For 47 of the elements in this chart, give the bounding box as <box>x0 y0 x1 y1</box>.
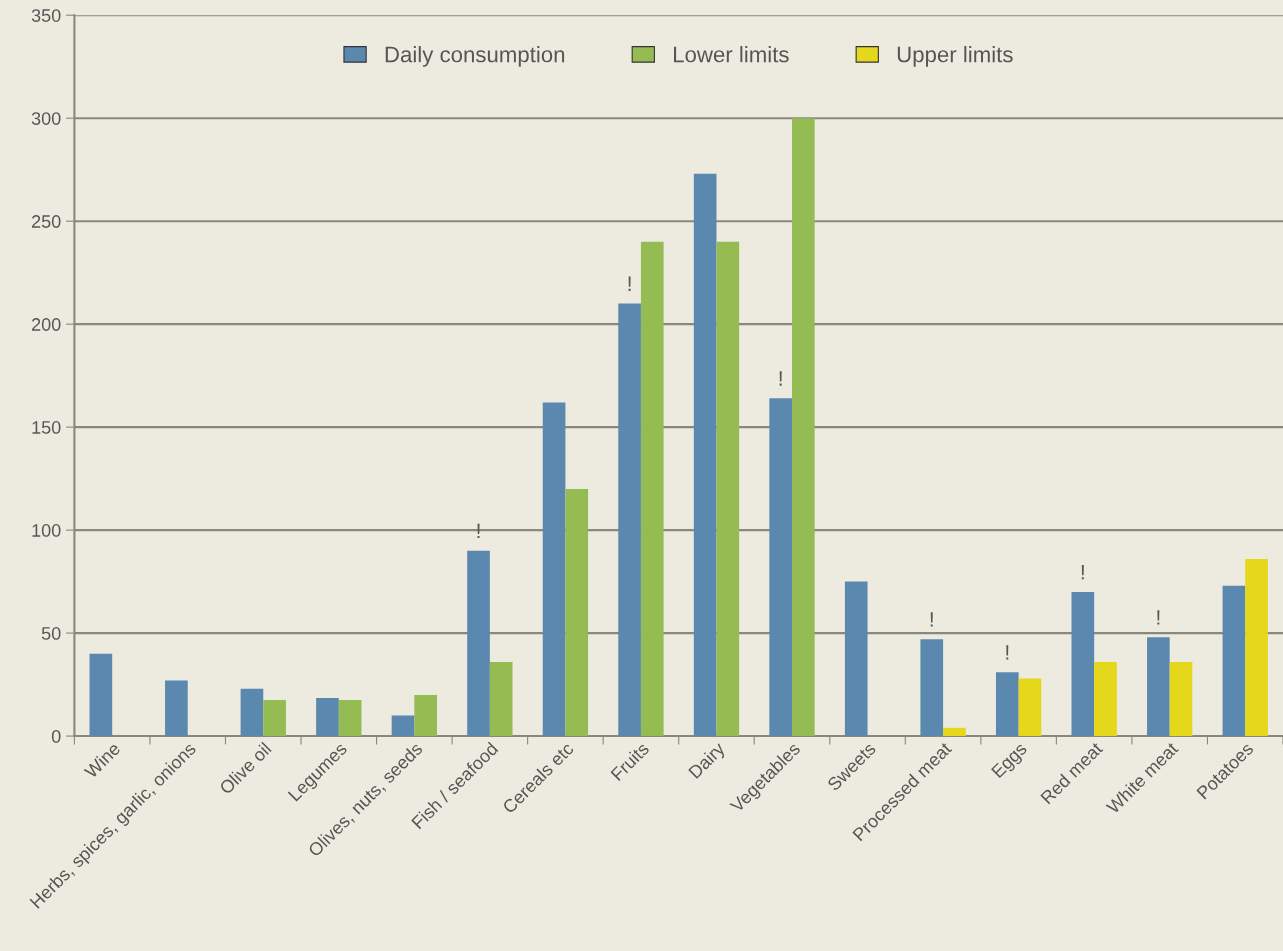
bar <box>542 402 566 737</box>
bar <box>1071 591 1095 737</box>
bar <box>89 653 113 737</box>
bar <box>467 550 490 737</box>
bar <box>263 700 286 737</box>
annotation: ! <box>779 371 782 386</box>
bar <box>1245 558 1268 737</box>
bar <box>693 173 717 737</box>
legend-label: Upper limits <box>897 46 1013 67</box>
bar <box>716 241 740 737</box>
bar <box>995 672 1019 737</box>
bar <box>844 581 868 737</box>
bar <box>1147 637 1170 737</box>
y-tick-label: 200 <box>32 318 61 331</box>
bar <box>489 661 513 737</box>
bar <box>618 303 641 737</box>
bar <box>338 700 362 737</box>
bar <box>792 118 815 737</box>
annotation: ! <box>1006 645 1009 660</box>
bar <box>920 639 944 737</box>
bar <box>565 488 589 737</box>
bar <box>943 727 966 737</box>
annotation: ! <box>930 612 933 627</box>
annotation: ! <box>477 523 480 539</box>
bar <box>240 688 264 737</box>
bar <box>1222 585 1246 737</box>
y-tick-label: 300 <box>31 112 61 125</box>
bar <box>1169 661 1193 737</box>
legend-label: Lower limits <box>674 46 789 63</box>
bar <box>1094 661 1117 737</box>
annotation: ! <box>1081 564 1084 580</box>
bar <box>640 241 664 737</box>
bar <box>391 715 415 737</box>
annotation: ! <box>628 276 631 291</box>
bar <box>1018 678 1042 737</box>
y-tick-label: 0 <box>51 730 61 743</box>
annotation: ! <box>1157 610 1160 625</box>
bar <box>414 694 437 737</box>
bar <box>165 680 188 737</box>
y-tick-label: 350 <box>31 9 61 22</box>
y-tick-label: 150 <box>32 421 61 434</box>
y-tick-label: 50 <box>41 627 61 640</box>
y-tick-label: 100 <box>32 524 61 537</box>
legend-label: Daily consumption <box>385 46 565 67</box>
bar <box>316 697 339 737</box>
y-tick-label: 250 <box>32 215 61 228</box>
bar <box>769 398 793 737</box>
